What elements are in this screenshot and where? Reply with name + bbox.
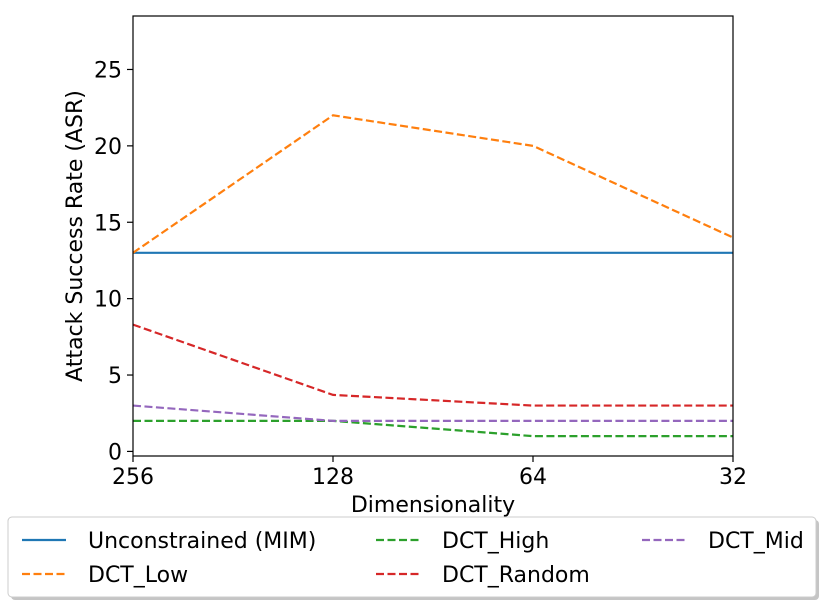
legend-label: DCT_Random bbox=[442, 563, 590, 588]
y-tick-label: 10 bbox=[94, 288, 122, 313]
x-axis: 256 128 64 32 bbox=[112, 456, 747, 490]
legend-label: DCT_Low bbox=[88, 563, 188, 588]
series-layer bbox=[133, 114, 733, 438]
legend-box bbox=[7, 516, 817, 598]
legend-label: DCT_Mid bbox=[708, 529, 804, 554]
y-tick-label: 5 bbox=[108, 364, 122, 389]
y-axis-title: Attack Success Rate (ASR) bbox=[63, 90, 88, 382]
series-group bbox=[133, 114, 733, 438]
y-tick-label: 0 bbox=[108, 440, 122, 465]
legend: Unconstrained (MIM) DCT_Low DCT_High DCT_Ra… bbox=[7, 516, 819, 600]
series-line-dct-random bbox=[133, 323, 733, 407]
legend-label: Unconstrained (MIM) bbox=[88, 529, 316, 554]
series-line-dct-mid bbox=[133, 404, 733, 422]
x-tick-label: 256 bbox=[112, 465, 154, 490]
y-tick-label: 20 bbox=[94, 135, 122, 160]
plot-frame bbox=[132, 15, 734, 457]
legend-label: DCT_High bbox=[442, 529, 549, 554]
x-tick-label: 64 bbox=[519, 465, 547, 490]
series-line-dct-high bbox=[133, 419, 733, 438]
x-tick-label: 32 bbox=[719, 465, 747, 490]
x-tick-label: 128 bbox=[312, 465, 354, 490]
y-tick-label: 15 bbox=[94, 211, 122, 236]
y-axis: 0 5 10 15 20 25 bbox=[94, 58, 133, 465]
series-line-dct-low bbox=[133, 114, 733, 254]
x-axis-title: Dimensionality bbox=[351, 493, 515, 518]
y-tick-label: 25 bbox=[94, 58, 122, 83]
